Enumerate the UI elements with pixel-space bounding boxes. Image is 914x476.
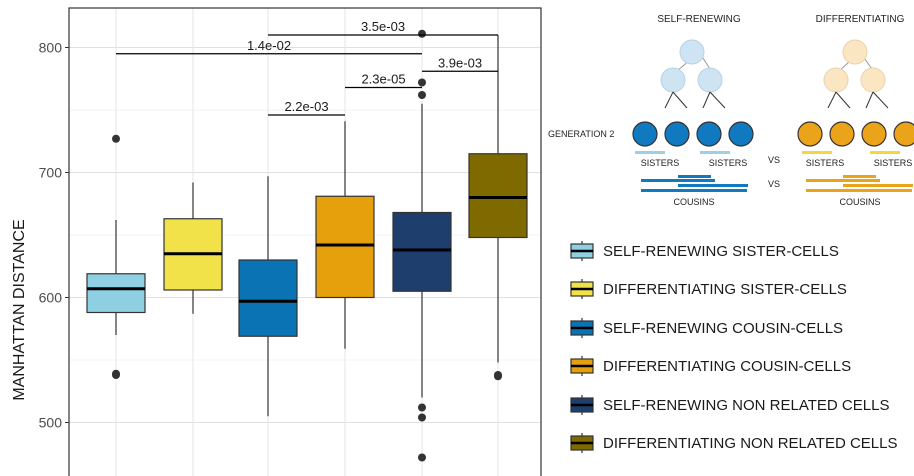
y-tick-label: 700 (39, 165, 63, 181)
vs-label-cousins: VS (768, 179, 780, 189)
plot-panel-border (68, 7, 542, 476)
legend-label: DIFFERENTIATING NON RELATED CELLS (603, 434, 898, 452)
sr-gen2-cell (728, 121, 754, 147)
y-tick-label: 600 (39, 290, 63, 306)
box-5 (392, 29, 452, 462)
p-value-label: 2.3e-05 (361, 72, 405, 87)
sr-gen1-cell (697, 67, 723, 93)
diff-sisters-label: SISTERS (874, 158, 913, 168)
grid-layer (69, 8, 541, 476)
sr-gen1-cell (660, 67, 686, 93)
outlier-point (418, 453, 426, 462)
outlier-point (418, 29, 426, 38)
outlier-point (112, 134, 120, 143)
diff-sister-bar (870, 151, 900, 154)
p-value-label: 1.4e-02 (247, 38, 291, 53)
p-value-label: 2.2e-03 (284, 99, 328, 114)
legend-label: SELF-RENEWING COUSIN-CELLS (603, 319, 844, 337)
diff-gen1-cell (823, 67, 849, 93)
differentiating-lineage (797, 39, 914, 147)
sr-gen2-cell (664, 121, 690, 147)
box-3 (238, 176, 298, 417)
self-renewing-lineage (632, 39, 754, 147)
sr-sister-bar (635, 151, 665, 154)
box-6 (468, 35, 528, 381)
outlier-point (112, 371, 120, 379)
generation-label: GENERATION 2 (548, 129, 614, 139)
sr-sisters-label: SISTERS (641, 158, 680, 168)
diff-gen2-cell (797, 121, 823, 147)
box-body (315, 195, 375, 299)
boxplot-chart: 3.5e-03 1.4e-02 3.9e-03 2.3e-05 2.2e-03 500 6… (11, 7, 542, 476)
diff-gen1-cell (860, 67, 886, 93)
legend-label: SELF-RENEWING SISTER-CELLS (603, 243, 839, 260)
box-4 (315, 121, 375, 349)
box-body (238, 259, 298, 337)
diff-gen2-cell (893, 121, 914, 147)
box-body (86, 273, 146, 314)
y-axis-label: MANHATTAN DISTANCE (11, 219, 28, 400)
legend-swatch (570, 317, 594, 338)
legend-swatch (570, 394, 594, 415)
annotation-layer: 3.5e-03 1.4e-02 3.9e-03 2.3e-05 2.2e-03 (116, 19, 498, 116)
legend-swatch (570, 432, 594, 453)
diff-cousin-bars (806, 175, 913, 192)
outlier-point (418, 91, 426, 99)
outlier-point (418, 403, 426, 412)
differentiating-title: DIFFERENTIATING (816, 14, 905, 25)
sr-root-cell (679, 39, 705, 65)
legend-swatch (570, 241, 594, 261)
y-tick-label: 800 (39, 40, 63, 56)
legend-swatch (570, 356, 594, 377)
sr-cousin-bars (641, 175, 748, 192)
box-1 (86, 134, 146, 379)
diff-sister-bar (802, 151, 832, 154)
diff-root-cell (842, 39, 868, 65)
legend-label: SELF-RENEWING NON RELATED CELLS (603, 396, 890, 414)
self-renewing-title: SELF-RENEWING (657, 14, 741, 25)
p-value-label: 3.9e-03 (438, 55, 482, 70)
vs-label-sisters: VS (768, 155, 780, 165)
outlier-point (418, 78, 426, 87)
sr-cousins-label: COUSINS (673, 197, 714, 207)
y-tick-label: 500 (39, 415, 63, 431)
legend-swatch (570, 279, 594, 300)
outlier-point (494, 372, 502, 381)
sr-sisters-label: SISTERS (709, 158, 748, 168)
y-axis: 500 600 700 800 (39, 40, 69, 431)
box-body (392, 211, 452, 292)
diff-gen2-cell (861, 121, 887, 147)
sr-sister-bar (700, 151, 730, 154)
sr-gen2-cell (632, 121, 658, 147)
box-layer (86, 29, 528, 462)
diff-cousins-label: COUSINS (839, 197, 880, 207)
diff-gen2-cell (829, 121, 855, 147)
p-value-label: 3.5e-03 (361, 19, 405, 34)
legend-label: DIFFERENTIATING SISTER-CELLS (603, 281, 847, 299)
box-2 (163, 182, 223, 314)
legend-label: DIFFERENTIATING COUSIN-CELLS (603, 358, 852, 376)
diff-sisters-label: SISTERS (806, 158, 845, 168)
sr-gen2-cell (696, 121, 722, 147)
lineage-diagram: SELF-RENEWING DIFFERENTIATING GENERATION… (548, 14, 914, 207)
outlier-point (418, 413, 426, 422)
box-body (468, 153, 528, 239)
